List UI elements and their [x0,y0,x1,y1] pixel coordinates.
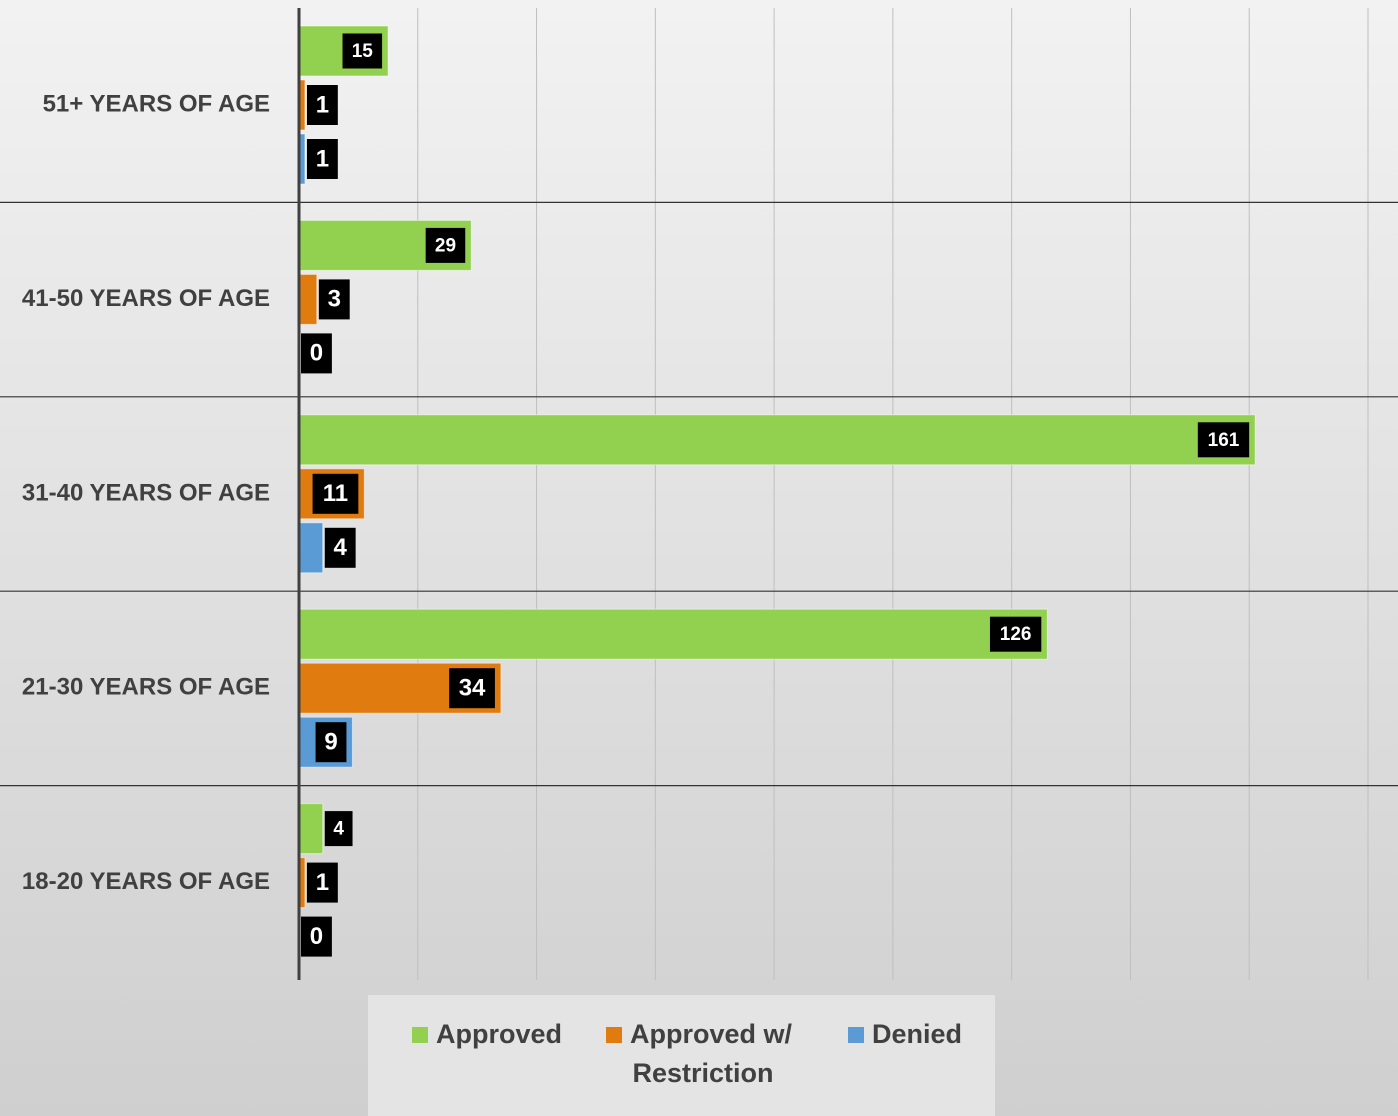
data-label-box [342,33,383,69]
legend-box [368,995,995,1116]
y-tick-label: 41-50 YEARS OF AGE [22,285,270,312]
data-label: 1 [306,85,338,125]
bar [298,522,324,574]
data-label-text: 0 [310,340,323,367]
data-label: 0 [301,916,332,957]
data-label-box [449,668,495,709]
legend-swatch [412,1027,428,1043]
data-label: 1 [306,139,338,179]
legend-swatch [606,1027,622,1043]
y-tick-label: 21-30 YEARS OF AGE [22,674,270,701]
data-label: 9 [315,722,347,763]
data-label: 0 [301,333,332,374]
data-label: 4 [324,527,356,568]
data-label: 29 [425,227,466,263]
data-label-text: 4 [334,534,348,561]
data-label-box [306,85,338,125]
data-label-text: 161 [1208,430,1240,451]
data-label: 15 [342,33,383,69]
data-label-text: 126 [1000,624,1032,645]
data-label-box [301,916,332,957]
data-label: 126 [989,616,1042,652]
data-label-box [324,527,356,568]
data-label-box [1197,422,1250,458]
y-tick-label: 31-40 YEARS OF AGE [22,479,270,506]
bar [298,608,1048,660]
data-label: 4 [324,811,353,847]
data-label: 34 [449,668,495,709]
data-label-text: 1 [316,145,329,172]
bar [298,803,324,855]
legend-swatch [848,1027,864,1043]
data-label-box [989,616,1042,652]
data-label-text: 1 [316,869,329,896]
legend-label-line: Approved w/ [630,1019,793,1049]
data-label-text: 4 [333,819,344,840]
data-label-box [425,227,466,263]
y-tick-label: 51+ YEARS OF AGE [43,91,270,118]
legend-label: Denied [872,1019,962,1049]
data-label-box [306,139,338,179]
data-label-box [324,811,353,847]
data-label-box [318,279,350,320]
legend-label-line: Restriction [632,1058,773,1088]
data-label-text: 29 [435,235,456,256]
y-tick-label: 18-20 YEARS OF AGE [22,868,270,895]
data-label: 3 [318,279,350,320]
data-label: 161 [1197,422,1250,458]
data-label-box [306,862,338,903]
legend-label: Approved [436,1019,562,1049]
data-label-text: 15 [352,41,374,62]
data-label-box [312,473,359,514]
data-label-text: 34 [459,675,486,702]
bar [298,273,318,325]
legend-label: Approved w/Restriction [630,1019,793,1088]
bar [298,414,1256,466]
data-label-text: 1 [316,91,329,118]
data-label-text: 9 [324,729,337,756]
data-label-text: 11 [323,480,348,507]
data-label: 1 [306,862,338,903]
data-label-text: 3 [328,286,341,313]
data-label-box [315,722,347,763]
data-label-box [301,333,332,374]
data-label-text: 0 [310,923,323,950]
data-label: 11 [312,473,359,514]
